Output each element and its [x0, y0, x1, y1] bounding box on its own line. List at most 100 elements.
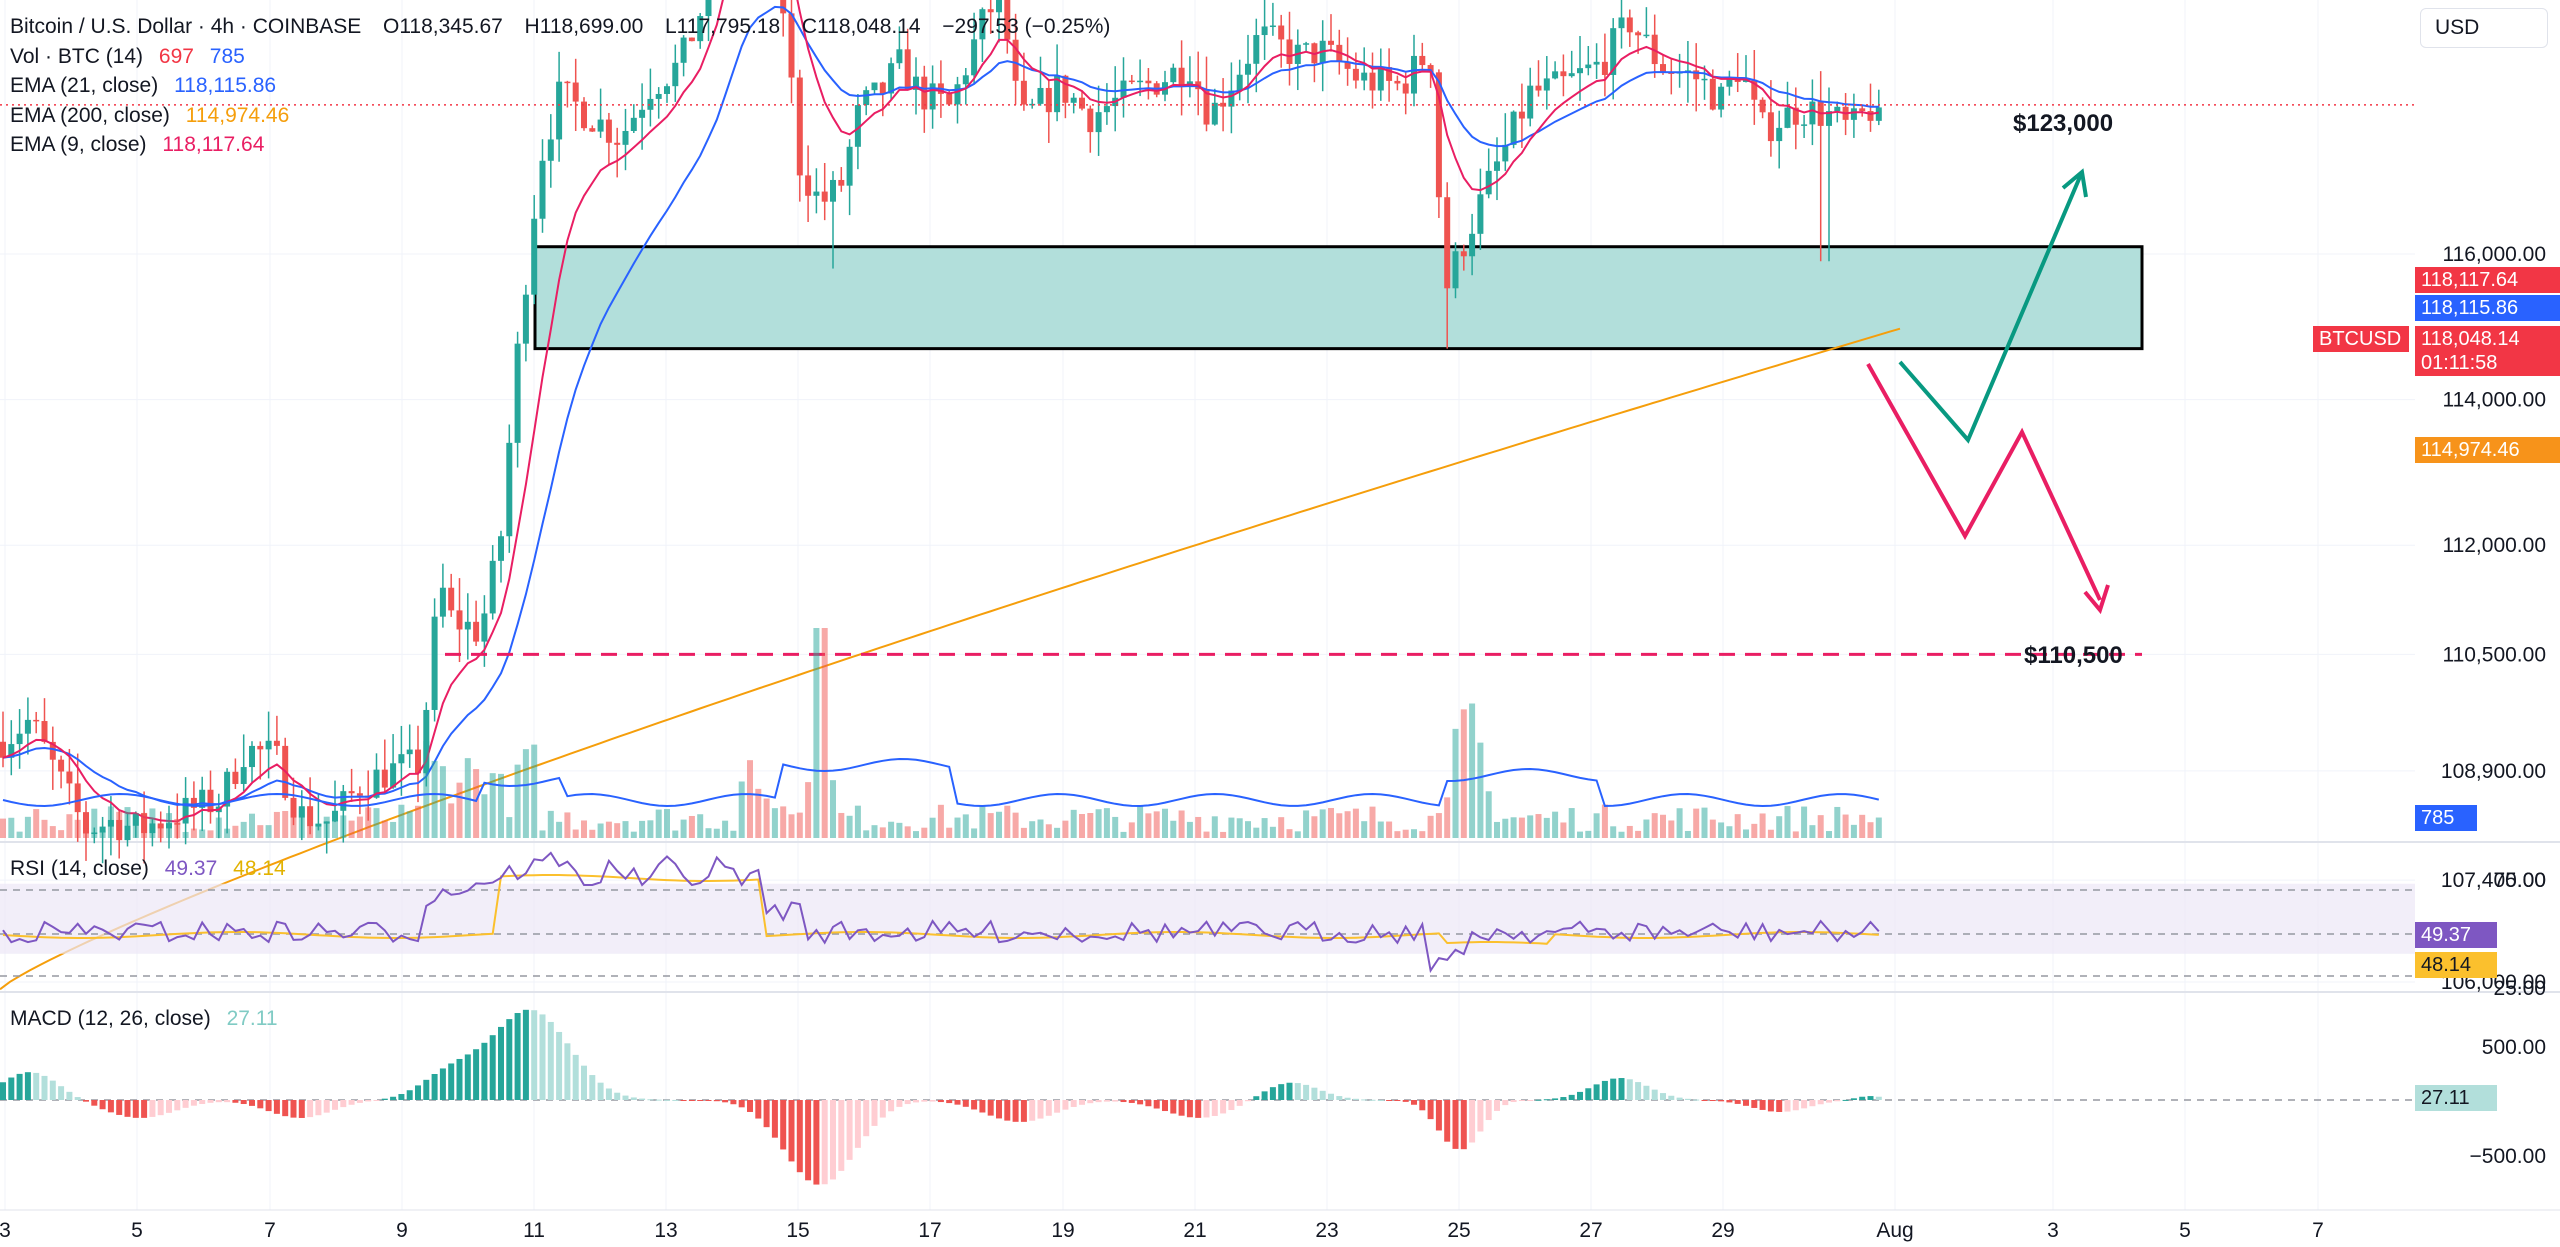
currency-button[interactable]: USD: [2420, 8, 2548, 48]
macd-bar: [1527, 1100, 1534, 1101]
volume-bar: [282, 810, 289, 838]
volume-bar: [1361, 821, 1368, 838]
volume-bar: [1643, 819, 1650, 838]
macd-bar: [456, 1058, 463, 1100]
macd-bar: [1867, 1096, 1874, 1100]
legend-ema9-row[interactable]: EMA (9, close) 118,117.64: [10, 130, 1110, 160]
macd-bar: [1859, 1096, 1866, 1100]
candle-body: [846, 146, 853, 186]
macd-bar: [705, 1100, 712, 1101]
volume-bar: [356, 816, 363, 838]
volume-bar: [913, 831, 919, 838]
symbol-tag: BTCUSD: [2313, 326, 2409, 352]
candle: [332, 780, 338, 823]
volume-bar: [373, 808, 380, 838]
volume-bar: [16, 831, 23, 838]
open-label: O: [382, 15, 400, 38]
indicator-label: EMA (9, close): [10, 133, 147, 156]
macd-bar: [1095, 1100, 1102, 1103]
volume-bar: [1294, 831, 1301, 838]
volume-bar: [1153, 811, 1160, 838]
macd-bar: [1369, 1099, 1376, 1101]
candle-body: [1087, 108, 1094, 133]
volume-bar: [1577, 831, 1583, 838]
rsi-legend[interactable]: RSI (14, close) 49.37 48.14: [10, 857, 286, 881]
macd-bar: [1776, 1100, 1783, 1112]
candle: [1485, 148, 1492, 199]
candle: [1070, 93, 1077, 114]
candle-body: [232, 771, 239, 784]
macd-bar: [1103, 1100, 1110, 1102]
macd-bar: [954, 1100, 961, 1105]
legend-ema21-row[interactable]: EMA (21, close) 118,115.86: [10, 71, 1110, 101]
volume-bar: [340, 815, 347, 838]
time-axis-label: Aug: [1876, 1219, 1913, 1242]
macd-bar: [1153, 1100, 1160, 1109]
candle-body: [1801, 124, 1808, 126]
macd-bar: [232, 1100, 239, 1103]
candle-body: [1709, 78, 1716, 110]
candle: [1767, 80, 1774, 157]
legend-volume-row[interactable]: Vol · BTC (14) 697 785: [10, 42, 1110, 72]
macd-bar: [630, 1097, 637, 1100]
volume-bar: [705, 828, 712, 838]
volume-bar: [232, 825, 239, 838]
macd-bar: [1045, 1100, 1052, 1116]
candle: [680, 35, 687, 77]
macd-bar: [282, 1100, 289, 1117]
macd-bar: [141, 1100, 148, 1118]
candle-body: [1386, 67, 1393, 81]
volume-bar: [99, 831, 106, 838]
candle: [581, 97, 587, 131]
candle-body: [381, 769, 388, 788]
macd-bar: [1826, 1100, 1832, 1103]
candle-body: [1518, 111, 1525, 119]
candle: [647, 68, 654, 127]
bearish-arrowhead: [2083, 584, 2110, 615]
candle: [954, 76, 961, 124]
legend-ema200-row[interactable]: EMA (200, close) 114,974.46: [10, 101, 1110, 131]
volume-bar: [174, 818, 181, 838]
candle: [1062, 74, 1069, 119]
volume-bar: [190, 828, 197, 838]
candle: [456, 578, 463, 663]
macd-bar: [1128, 1100, 1135, 1103]
ema200-line: [0, 327, 1901, 991]
candle: [1228, 62, 1235, 134]
macd-bar: [406, 1090, 413, 1100]
volume-bar: [1635, 830, 1642, 838]
macd-bar: [664, 1099, 670, 1101]
candle-body: [1626, 17, 1633, 33]
macd-bar: [1809, 1100, 1816, 1107]
volume-bar: [1593, 813, 1600, 838]
candle: [1220, 78, 1227, 132]
time-axis-label: 13: [654, 1219, 677, 1242]
indicator-value: 118,115.86: [174, 74, 277, 97]
candle-body: [58, 759, 65, 772]
macd-bar: [1543, 1099, 1550, 1101]
volume-bar: [1817, 815, 1824, 838]
volume-bar: [49, 826, 56, 838]
candle-body: [33, 719, 40, 722]
volume-bar: [747, 760, 753, 838]
macd-bar: [1145, 1100, 1152, 1107]
macd-bar: [323, 1100, 330, 1113]
macd-bar: [871, 1100, 878, 1126]
macd-bar: [821, 1100, 828, 1185]
macd-bar: [1062, 1100, 1069, 1110]
candle-body: [1203, 89, 1210, 125]
macd-bar: [1518, 1100, 1525, 1101]
macd-legend[interactable]: MACD (12, 26, close) 27.11: [10, 1007, 278, 1031]
macd-bar: [249, 1100, 255, 1106]
volume-bar: [498, 773, 504, 838]
volume-bar: [1402, 829, 1409, 838]
macd-bar: [356, 1100, 363, 1103]
candle: [1419, 42, 1426, 70]
high-value: 118,699.00: [539, 15, 644, 38]
volume-bar: [1203, 831, 1210, 838]
candle-body: [1552, 71, 1559, 79]
macd-bar: [398, 1094, 405, 1100]
candle-body: [1303, 43, 1310, 45]
bearish-scenario-path: [1866, 363, 2102, 601]
